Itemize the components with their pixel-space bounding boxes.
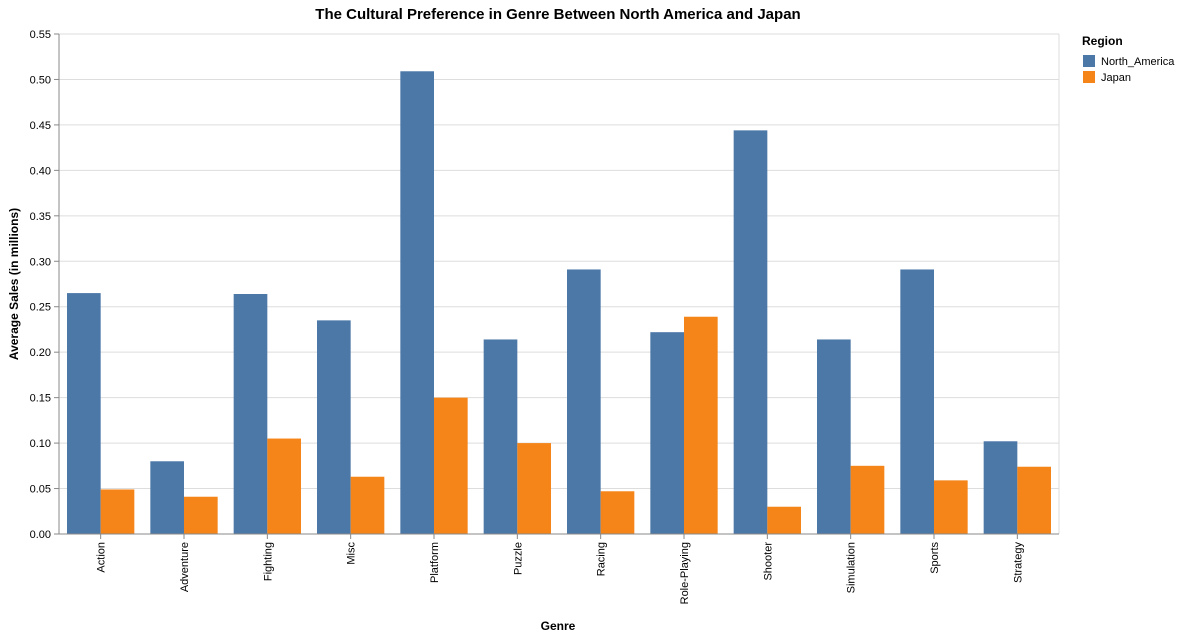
x-tick-label: Strategy [1012,542,1024,583]
bar-japan [267,438,301,534]
y-tick-label: 0.20 [30,347,51,359]
bar-japan [600,491,635,534]
x-tick-label: Shooter [762,542,774,581]
y-tick-label: 0.55 [30,29,51,41]
bar-north-america [317,320,351,534]
legend-title: Region [1082,34,1123,48]
x-axis-title: Genre [541,619,576,633]
bar-japan [434,397,468,534]
x-tick-label: Racing [596,542,608,576]
legend-swatch [1083,55,1095,67]
x-tick-label: Platform [429,542,441,583]
x-tick-label: Adventure [179,542,191,592]
y-tick-label: 0.25 [30,302,51,314]
bar-north-america [650,332,684,534]
gridlines [59,33,1060,535]
bar-north-america [150,461,184,534]
x-tick-label: Role-Playing [679,542,691,604]
bar-japan [100,489,135,534]
bar-japan [184,496,218,534]
y-tick-label: 0.40 [30,165,51,177]
y-tick-label: 0.10 [30,438,51,450]
bar-north-america [983,441,1018,534]
legend-swatch [1083,71,1095,83]
x-tick-label: Fighting [262,542,274,581]
legend-label: North_America [1101,56,1175,68]
legend: Region North_America Japan [1082,34,1175,84]
bar-north-america [900,269,934,534]
x-tick-label: Action [96,542,108,573]
bar-japan [767,506,801,534]
legend-label: Japan [1101,72,1131,84]
x-tick-label: Misc [346,542,358,565]
bar-north-america [67,293,101,534]
bar-north-america [400,71,434,534]
bar-japan [1017,466,1051,534]
bar-japan [684,316,718,534]
bar-north-america [233,294,268,534]
bars [67,71,1051,534]
y-tick-label: 0.45 [30,120,51,132]
y-tick-label: 0.15 [30,393,51,405]
chart-title: The Cultural Preference in Genre Between… [315,6,800,23]
x-tick-label: Simulation [846,542,858,593]
y-tick-label: 0.30 [30,256,51,268]
bar-japan [850,465,885,534]
bar-japan [934,480,968,534]
bar-north-america [483,339,518,534]
bar-japan [350,476,385,534]
bar-japan [517,443,551,534]
bar-north-america [817,339,851,534]
y-tick-label: 0.05 [30,484,51,496]
y-tick-label: 0.00 [30,529,51,541]
y-tick-label: 0.50 [30,74,51,86]
y-tick-label: 0.35 [30,211,51,223]
x-tick-label: Sports [929,542,941,574]
bar-north-america [733,130,768,534]
y-axis-title: Average Sales (in millions) [7,208,21,360]
x-tick-label: Puzzle [512,542,524,575]
bar-north-america [567,269,601,534]
axes: 0.00 0.05 0.10 0.15 0.20 0.25 0.30 0.35 0.40 0.45… [30,29,1059,604]
